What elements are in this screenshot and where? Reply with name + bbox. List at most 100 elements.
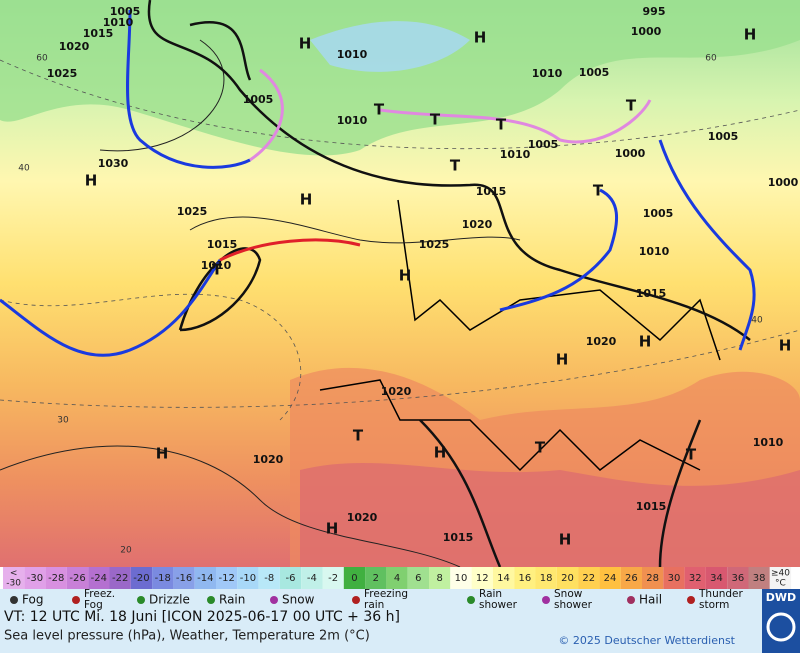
valid-time: VT: 12 UTC Mi. 18 Juni [ICON 2025-06-17 … [4,609,400,625]
pressure-center: H [556,351,569,369]
scale-cell [279,567,302,589]
pressure-center: T [593,182,604,200]
symbol-label: Snow [282,593,315,607]
isobar-label: 1005 [110,5,141,18]
scale-label: 30 [668,573,681,584]
isobar-label: 1015 [83,27,114,40]
isobar [99,39,521,244]
scale-cell [343,567,366,589]
isobar-label: 1000 [768,176,799,189]
symbol-label: Thunder storm [698,588,744,611]
scale-label: 4 [394,573,400,584]
scale-label: 10 [455,573,468,584]
cold-area [310,21,470,72]
isobar-label: 1020 [381,385,412,398]
pressure-center: T [212,261,223,279]
latitude-line [0,59,800,150]
isobar-label: 1010 [500,148,531,161]
scale-label: 24 [604,573,617,584]
scale-cell [152,567,174,589]
scale-cell [194,567,216,589]
scale-label: < [10,569,18,579]
pressure-center: T [496,116,507,134]
scale-cell [365,567,387,589]
latitude-line [0,329,800,408]
pressure-center: H [300,191,313,209]
scale-cell [769,567,792,589]
scale-cell [130,567,153,589]
scale-label: 16 [518,573,531,584]
occluded-front [249,68,652,162]
logo-icon [766,612,796,642]
scale-label: -4 [307,573,317,584]
isobar-label: 1015 [636,287,667,300]
symbol-icon [270,596,278,604]
cool-area [0,0,800,156]
isobar-label: 1005 [528,138,559,151]
isobar-label: 1015 [476,185,507,198]
scale-cell [620,567,642,589]
scale-label: 14 [497,573,510,584]
scale-label: -30 [27,573,43,584]
isobar-label: 1025 [177,205,208,218]
grid-label: 30 [57,416,69,426]
cold-front [658,139,756,351]
symbol-icon [72,596,80,604]
pressure-center: T [450,157,461,175]
pressure-center: H [156,445,169,463]
isobar-label: 1010 [532,67,563,80]
scale-cell [663,567,685,589]
pressure-center: H [434,444,447,462]
isobar-label: 1025 [47,67,78,80]
pressure-center: H [326,520,339,538]
scale-cell [173,567,195,589]
scale-label: -30 [6,579,21,589]
description: Sea level pressure (hPa), Weather, Tempe… [4,629,370,644]
scale-label: 32 [689,573,702,584]
symbol-label: Freez. Fog [84,588,115,611]
pressure-center: H [299,35,312,53]
pressure-center: H [744,26,757,44]
symbol-label: Hail [639,593,662,607]
isobar-label: 1020 [462,218,493,231]
scale-cell [24,567,46,589]
scale-label: -14 [197,573,213,584]
warm-front [219,238,361,262]
isobar [419,419,702,568]
grid-label: 20 [120,546,132,556]
grid-label: 60 [36,54,48,64]
scale-label: -8 [264,573,274,584]
isobar-label: 1015 [207,238,238,251]
isobar-label: 1005 [579,66,610,79]
pressure-center: H [779,337,792,355]
scale-cell [599,567,621,589]
logo: DWD [766,591,796,604]
cold-front [126,9,251,169]
map-area [0,0,800,568]
scale-label: 0 [351,573,357,584]
pressure-center: H [399,267,412,285]
grid-label: 60 [705,54,717,64]
isobar-label: 1020 [586,335,617,348]
grid-label: 40 [751,316,763,326]
scale-label: -18 [155,573,171,584]
isobar-label: 1020 [59,40,90,53]
pressure-center: T [430,111,441,129]
pressure-center: T [626,97,637,115]
symbol-icon [137,596,145,604]
pressure-center: H [559,531,572,549]
scale-cell [258,567,280,589]
isobar-label: 1015 [636,500,667,513]
scale-cell [88,567,110,589]
scale-cell [535,567,557,589]
scale-label: -20 [133,573,149,584]
copyright: © 2025 Deutscher Wetterdienst [558,634,735,647]
symbol-icon [627,596,635,604]
scale-label: 12 [476,573,489,584]
scale-cell [237,567,259,589]
coastline [319,379,701,472]
scale-label: -24 [91,573,107,584]
scale-label: 2 [373,573,379,584]
isobar-label: 1020 [253,453,284,466]
